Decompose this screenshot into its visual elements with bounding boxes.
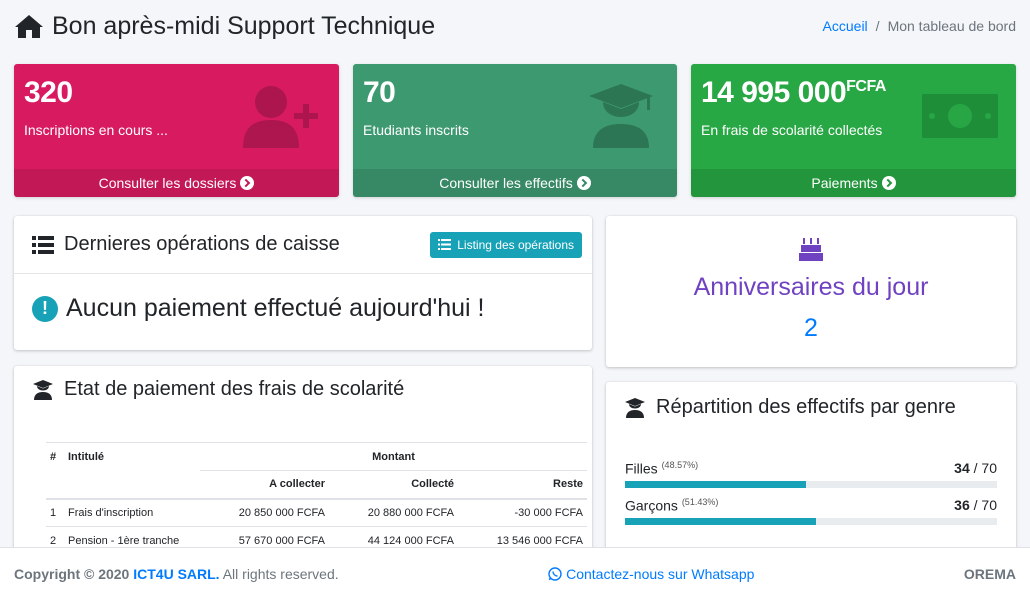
graduate-icon — [589, 84, 653, 148]
stat-box-students: 70 Etudiants inscrits Consulter les effe… — [353, 64, 677, 197]
operations-title: Dernieres opérations de caisse — [32, 233, 340, 256]
gender-label-text: Filles — [625, 460, 658, 477]
gender-count-value: 34 — [954, 460, 970, 476]
stat-unit: FCFA — [846, 78, 886, 95]
money-bill-icon — [922, 94, 998, 138]
whatsapp-icon — [548, 567, 562, 581]
gender-title: Répartition des effectifs par genre — [606, 382, 1016, 419]
birthdays-title: Anniversaires du jour — [693, 273, 929, 301]
stat-link-label: Consulter les effectifs — [439, 175, 573, 191]
whatsapp-label: Contactez-nous sur Whatsapp — [566, 566, 755, 582]
gender-total: / 70 — [973, 460, 997, 476]
home-icon — [15, 15, 43, 38]
whatsapp-link[interactable]: Contactez-nous sur Whatsapp — [548, 566, 754, 582]
operations-message: ! Aucun paiement effectué aujourd'hui ! — [14, 274, 592, 343]
stat-footer-link[interactable]: Consulter les dossiers — [14, 169, 339, 197]
user-plus-icon — [243, 86, 318, 148]
gender-progress-bar — [625, 517, 997, 525]
footer-copyright: Copyright © 2020 ICT4U SARL. All rights … — [14, 566, 339, 582]
page-header: Bon après-midi Support Technique Accueil… — [14, 10, 1016, 42]
payment-state-card: Etat de paiement des frais de scolarité … — [14, 366, 592, 566]
stat-footer-link[interactable]: Paiements — [691, 169, 1016, 197]
listing-operations-label: Listing des opérations — [457, 237, 574, 252]
payment-table: # Intitulé Montant A collecter Collecté … — [46, 442, 587, 555]
gender-pct: (48.57%) — [661, 460, 699, 470]
arrow-circle-right-icon — [240, 176, 255, 190]
gender-progress-fill — [625, 480, 806, 488]
gender-progress-bar — [625, 480, 997, 488]
list-icon — [438, 239, 452, 250]
stat-label: Inscriptions en cours ... — [24, 122, 168, 138]
gender-card: Répartition des effectifs par genre Fill… — [606, 382, 1016, 552]
stat-amount: 14 995 000 — [701, 76, 847, 109]
row-collected: 20 880 000 FCFA — [329, 498, 458, 527]
stat-value: 320 — [24, 76, 73, 109]
breadcrumb-home-link[interactable]: Accueil — [822, 18, 868, 34]
graduate-icon — [33, 379, 53, 400]
birthdays-count: 2 — [804, 314, 818, 342]
payment-state-title: Etat de paiement des frais de scolarité — [14, 366, 592, 401]
operations-card-header: Dernieres opérations de caisse Listing d… — [14, 216, 592, 274]
col-header-label: Intitulé — [64, 442, 200, 471]
gender-label: Filles (48.57%) — [625, 460, 698, 477]
page-footer: Copyright © 2020 ICT4U SARL. All rights … — [0, 547, 1030, 600]
table-row: 1 Frais d'inscription 20 850 000 FCFA 20… — [46, 498, 587, 527]
stat-footer-link[interactable]: Consulter les effectifs — [353, 169, 677, 197]
col-header-amount: Montant — [200, 442, 587, 471]
breadcrumb: Accueil / Mon tableau de bord — [823, 18, 1016, 34]
payment-state-title-text: Etat de paiement des frais de scolarité — [64, 378, 405, 400]
stat-value: 70 — [363, 76, 396, 109]
operations-title-text: Dernieres opérations de caisse — [64, 233, 340, 255]
stat-label: En frais de scolarité collectés — [701, 122, 883, 138]
company-link[interactable]: ICT4U SARL. — [133, 566, 220, 582]
page-title-text: Bon après-midi Support Technique — [52, 11, 436, 40]
gender-row-boys: Garçons (51.43%) 36 / 70 — [625, 497, 997, 525]
breadcrumb-current: Mon tableau de bord — [887, 18, 1016, 34]
stat-value: 14 995 000FCFA — [701, 76, 1006, 110]
breadcrumb-separator: / — [875, 18, 880, 34]
arrow-circle-right-icon — [881, 176, 896, 190]
stat-box-inscriptions: 320 Inscriptions en cours ... Consulter … — [14, 64, 339, 197]
col-header-num: # — [46, 442, 64, 471]
col-header-to-collect: A collecter — [200, 470, 329, 500]
gender-title-text: Répartition des effectifs par genre — [656, 396, 956, 418]
stat-label: Etudiants inscrits — [363, 122, 469, 138]
row-to-collect: 20 850 000 FCFA — [200, 498, 329, 527]
col-header-rest: Reste — [458, 470, 587, 500]
row-num: 1 — [46, 498, 64, 527]
stat-box-fees: 14 995 000FCFA En frais de scolarité col… — [691, 64, 1016, 197]
birthday-cake-icon — [799, 238, 823, 261]
gender-row-girls: Filles (48.57%) 34 / 70 — [625, 460, 997, 488]
list-icon — [32, 235, 54, 254]
row-rest: -30 000 FCFA — [458, 498, 587, 527]
arrow-circle-right-icon — [576, 176, 591, 190]
col-header-collected: Collecté — [329, 470, 458, 500]
gender-label-text: Garçons — [625, 497, 678, 514]
exclamation-circle-icon: ! — [32, 295, 58, 322]
stat-link-label: Consulter les dossiers — [98, 175, 237, 191]
gender-progress-fill — [625, 517, 817, 525]
gender-count: 36 / 70 — [954, 497, 997, 514]
stat-link-label: Paiements — [811, 175, 878, 191]
row-label: Frais d'inscription — [64, 498, 200, 527]
gender-total: / 70 — [973, 497, 997, 513]
listing-operations-button[interactable]: Listing des opérations — [430, 231, 582, 258]
gender-pct: (51.43%) — [681, 497, 719, 507]
operations-card: Dernieres opérations de caisse Listing d… — [14, 216, 592, 350]
page-title: Bon après-midi Support Technique — [14, 12, 435, 41]
copyright-text: Copyright © 2020 — [14, 566, 130, 582]
birthdays-card[interactable]: Anniversaires du jour 2 — [606, 216, 1016, 367]
gender-count-value: 36 — [954, 497, 970, 513]
gender-label: Garçons (51.43%) — [625, 497, 718, 514]
rights-text: All rights reserved. — [222, 566, 339, 582]
graduate-icon — [625, 397, 645, 418]
footer-brand: OREMA — [963, 566, 1016, 582]
operations-message-text: Aucun paiement effectué aujourd'hui ! — [66, 294, 485, 322]
gender-count: 34 / 70 — [954, 460, 997, 477]
